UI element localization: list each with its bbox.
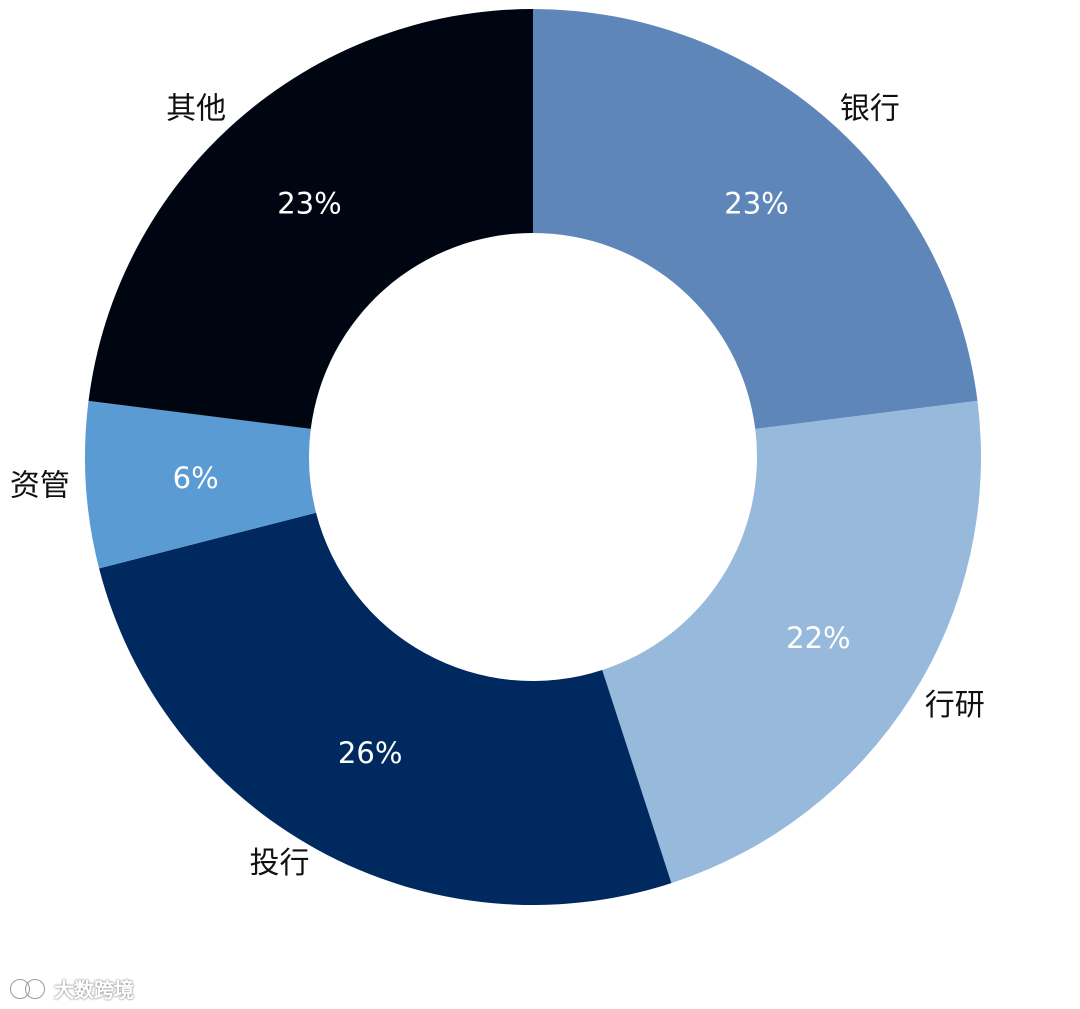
pie-slice-2-percent-label: 22% bbox=[786, 621, 850, 655]
pie-slice-3-percent-label: 26% bbox=[338, 736, 402, 770]
slices-group bbox=[85, 9, 981, 905]
pie-slice-3 bbox=[99, 512, 672, 905]
pie-slice-2 bbox=[602, 400, 981, 884]
pie-slice-5 bbox=[88, 9, 533, 429]
watermark-text: 大数跨境 bbox=[54, 977, 134, 1002]
pie-slice-2-category-label: 行研 bbox=[925, 688, 985, 723]
pie-slice-5-category-label: 其他 bbox=[166, 91, 226, 126]
pie-slice-5-percent-label: 23% bbox=[277, 186, 341, 220]
pie-slice-1-percent-label: 23% bbox=[724, 186, 788, 220]
pie-slice-3-category-label: 投行 bbox=[249, 846, 309, 881]
pie-slice-1 bbox=[533, 9, 978, 429]
watermark: 大数跨境 bbox=[8, 972, 134, 1004]
pie-slice-1-category-label: 银行 bbox=[840, 91, 900, 126]
brand-logo-icon bbox=[10, 979, 45, 999]
pie-slice-4-percent-label: 6% bbox=[173, 461, 219, 495]
labels-group: 23% 银行 22% 行研 26% 投行 6% 资管 23% 其他 bbox=[10, 91, 985, 881]
pie-slice-4 bbox=[85, 400, 317, 569]
pie-slice-4-category-label: 资管 bbox=[10, 469, 70, 504]
